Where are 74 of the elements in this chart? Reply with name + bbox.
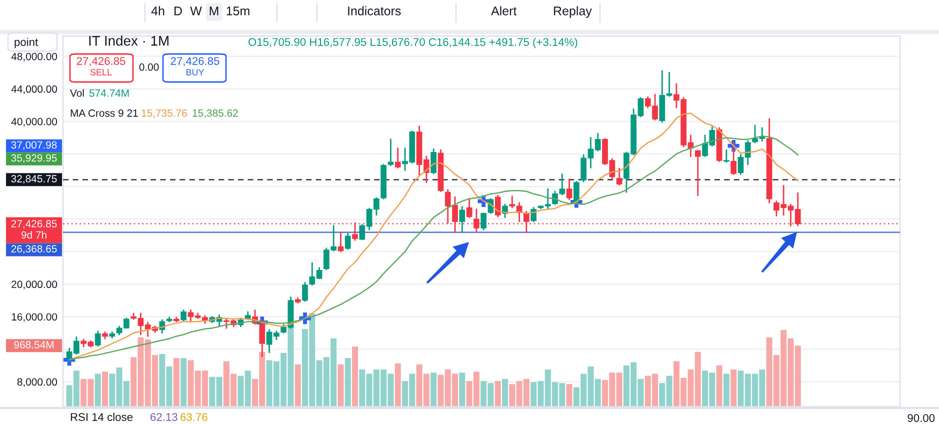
candlestick	[394, 148, 401, 168]
bar	[102, 372, 108, 407]
candlestick	[494, 194, 501, 218]
candlestick	[180, 309, 186, 322]
annotation: 0.00	[139, 63, 159, 71]
text: 35,929.95	[11, 154, 57, 163]
text: 4h	[151, 6, 164, 16]
y-tick-label: 48,000.00	[11, 52, 58, 62]
bar	[352, 346, 358, 407]
text: RSI 14 close	[70, 412, 132, 421]
bar	[430, 372, 437, 407]
bar	[716, 365, 722, 407]
chart-subtitle: O15,705.90 H16,577.95 L15,676.70 C16,144.15 +491.75 (+3.14%)	[248, 38, 578, 48]
bar	[723, 374, 730, 407]
text: 63.76	[180, 413, 208, 421]
y-tick-label: 8,000.00	[17, 378, 58, 387]
candlestick	[466, 198, 472, 218]
candlestick	[480, 212, 486, 230]
bar	[494, 381, 501, 407]
candlestick	[430, 148, 436, 174]
text: M	[210, 6, 218, 16]
bar	[394, 363, 401, 407]
text: 62.13	[150, 413, 178, 421]
candlestick	[94, 330, 101, 347]
candlestick	[459, 206, 466, 233]
annotation: 27,426.85	[170, 57, 220, 66]
y-tick-label: 16,000.00	[12, 313, 58, 322]
text: Alert	[491, 6, 517, 16]
bar	[566, 384, 572, 407]
bar	[338, 364, 344, 407]
text: 37,007.98	[11, 141, 57, 150]
candlestick	[724, 149, 730, 163]
text: 90.00	[908, 414, 935, 422]
bar	[502, 378, 508, 407]
bar	[173, 358, 180, 407]
ref-line-label: 32,845.75	[11, 175, 57, 184]
bar	[459, 372, 466, 407]
text: Replay	[554, 6, 592, 18]
bar	[294, 364, 301, 407]
text: 968.54M	[14, 341, 54, 348]
candlestick	[616, 168, 622, 186]
annotation: MA Cross 9 21	[70, 109, 138, 117]
candlestick	[338, 232, 344, 252]
annotation: 15,735.76	[142, 109, 187, 118]
y-tick-label: 40,000.00	[11, 118, 58, 127]
candlestick	[694, 150, 701, 196]
annotation: 27,426.85	[76, 57, 126, 66]
ref-line-label: 26,368.65	[11, 245, 57, 254]
text: point	[14, 38, 38, 48]
annotation: Vol	[70, 89, 84, 97]
annotation: 574.74M	[89, 90, 129, 97]
candlestick	[388, 138, 394, 166]
candlestick	[730, 142, 736, 176]
text: 15m	[226, 6, 250, 16]
y-tick-label: 44,000.00	[11, 85, 58, 94]
text: W	[190, 6, 202, 16]
bar	[180, 358, 187, 407]
candlestick	[574, 180, 580, 204]
bar	[344, 358, 351, 407]
bar	[730, 370, 737, 407]
annotation: 15,385.62	[192, 109, 238, 118]
candlestick	[344, 233, 351, 250]
ref-line-label: 27,426.85 9d 7h	[11, 220, 57, 239]
annotation: BUY	[186, 69, 204, 76]
candlestick	[566, 178, 572, 200]
chart-title: IT Index · 1M	[89, 36, 168, 46]
candlestick	[524, 211, 530, 233]
annotation: SELL	[90, 69, 112, 76]
candlestick	[530, 206, 536, 222]
bar	[94, 374, 101, 407]
y-tick-label: 20,000.00	[12, 280, 58, 290]
text: D	[174, 6, 182, 16]
candlestick	[302, 282, 308, 302]
text: Indicators	[348, 6, 401, 16]
